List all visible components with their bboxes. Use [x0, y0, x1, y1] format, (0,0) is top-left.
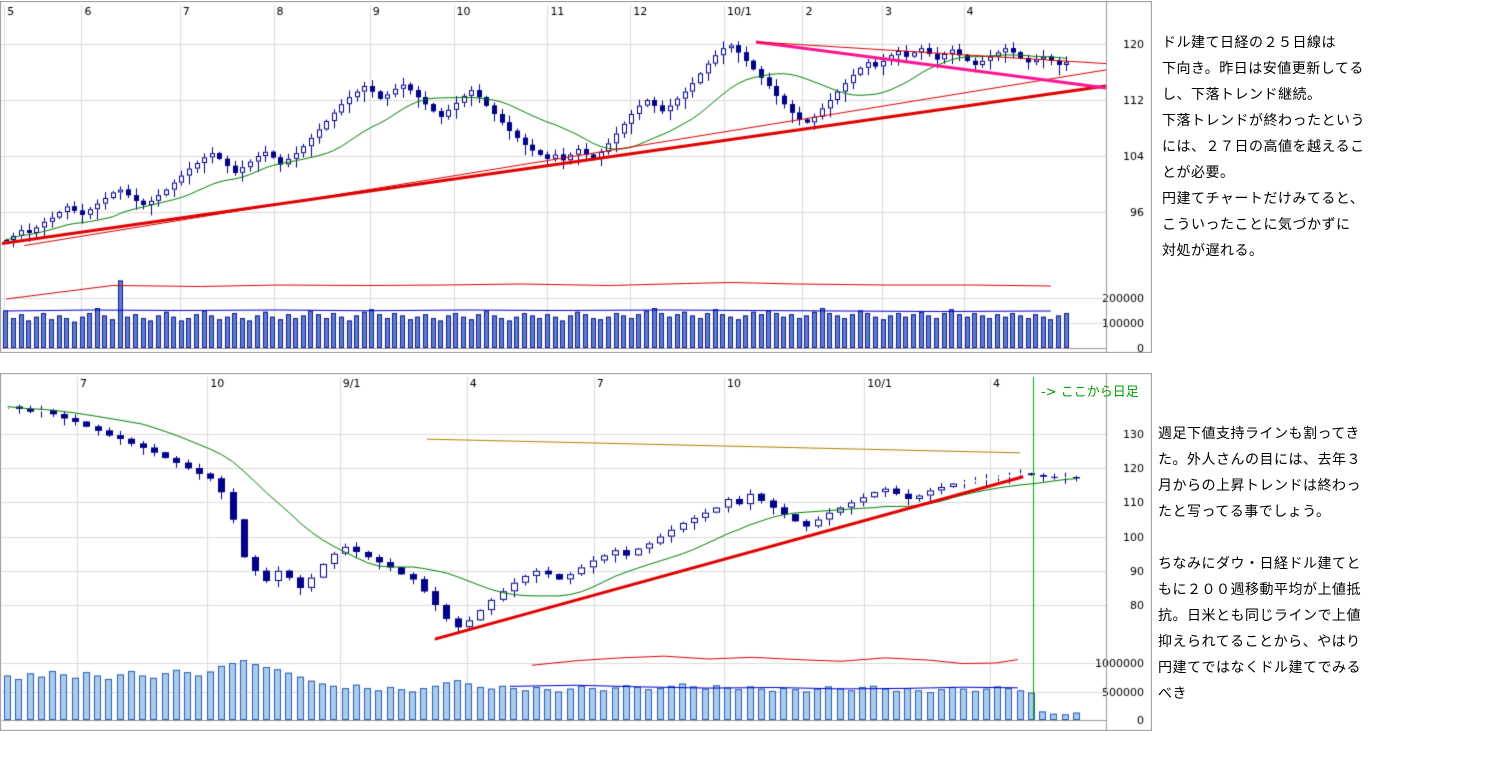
- commentary-line: 円建てではなくドル建てでみる: [1158, 660, 1361, 676]
- commentary-line: もに２００週移動平均が上値抵: [1158, 582, 1361, 598]
- commentary-line: 週足下値支持ラインも割ってき: [1158, 426, 1360, 442]
- commentary-line: べき: [1158, 686, 1187, 702]
- commentary-line: 円建てチャートだけみてると、: [1162, 191, 1365, 207]
- commentary-line: 抗。日米とも同じラインで上値: [1158, 608, 1361, 624]
- weekly-candlestick-chart: [0, 373, 1152, 731]
- commentary-line: ちなみにダウ・日経ドル建てと: [1158, 556, 1361, 572]
- paragraph-spacer: [1158, 525, 1361, 551]
- commentary-line: 下向き。昨日は安値更新してる: [1162, 61, 1364, 77]
- commentary-line: 月からの上昇トレンドは終わっ: [1158, 478, 1361, 494]
- commentary-line: とが必要。: [1162, 165, 1235, 181]
- weekly-commentary: 週足下値支持ラインも割ってき た。外人さんの目には、去年３ 月からの上昇トレンド…: [1158, 421, 1361, 707]
- commentary-line: 抑えられてることから、やはり: [1158, 634, 1361, 650]
- commentary-line: には、２７日の高値を越えるこ: [1162, 139, 1365, 155]
- commentary-line: 対処が遅れる。: [1162, 243, 1264, 259]
- commentary-line: たと写ってる事でしょう。: [1158, 504, 1331, 520]
- commentary-line: し、下落トレンド継続。: [1162, 87, 1322, 103]
- daily-bars-callout: -> ここから日足: [1041, 385, 1139, 400]
- daily-commentary: ドル建て日経の２５日線は 下向き。昨日は安値更新してる し、下落トレンド継続。 …: [1162, 30, 1365, 264]
- commentary-line: ドル建て日経の２５日線は: [1162, 35, 1336, 51]
- commentary-line: こういったことに気づかずに: [1162, 217, 1351, 233]
- commentary-line: 下落トレンドが終わったという: [1162, 113, 1365, 129]
- commentary-line: た。外人さんの目には、去年３: [1158, 452, 1361, 468]
- daily-candlestick-chart: [0, 1, 1152, 353]
